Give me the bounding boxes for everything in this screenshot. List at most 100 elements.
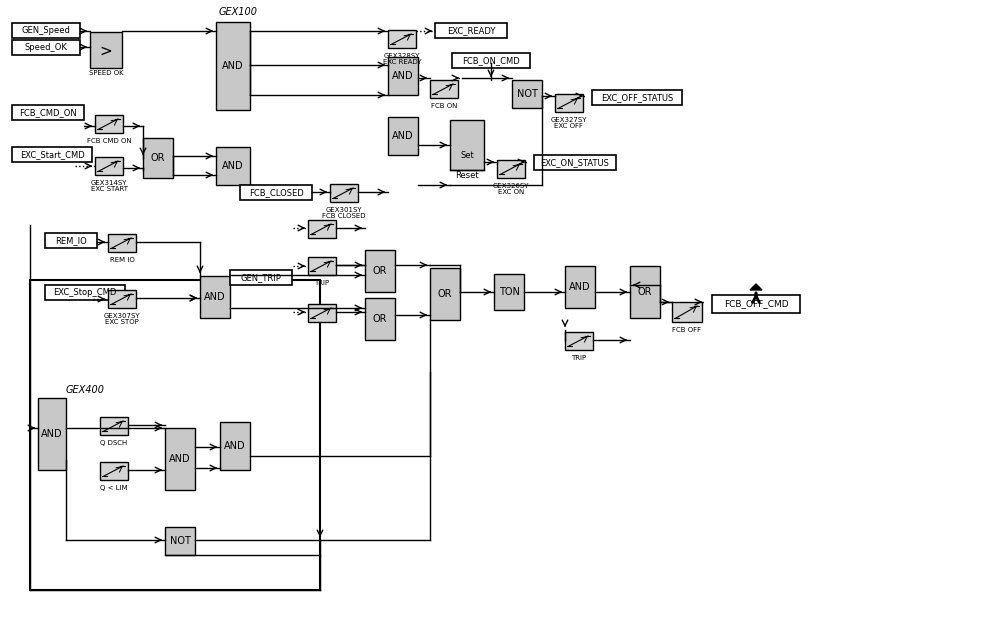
Bar: [45, 233, 97, 248]
Text: EXC READY: EXC READY: [383, 59, 421, 65]
Text: GEN_Speed: GEN_Speed: [22, 26, 70, 35]
Text: EXC ON: EXC ON: [498, 189, 524, 195]
Polygon shape: [750, 284, 762, 290]
Text: FCB CMD ON: FCB CMD ON: [87, 138, 131, 144]
Text: OR: OR: [373, 314, 387, 324]
Text: Q < LIM: Q < LIM: [100, 485, 128, 491]
Bar: [12, 105, 84, 120]
Bar: [108, 290, 136, 308]
Bar: [308, 304, 336, 322]
Bar: [200, 276, 230, 318]
Text: EXC STOP: EXC STOP: [105, 319, 139, 325]
Bar: [216, 147, 250, 185]
Bar: [565, 266, 595, 308]
Bar: [388, 57, 418, 95]
Bar: [494, 274, 524, 310]
Bar: [12, 147, 92, 162]
Bar: [497, 160, 525, 178]
Text: GEX307SY: GEX307SY: [104, 313, 140, 319]
Text: GEX327SY: GEX327SY: [551, 117, 587, 123]
Bar: [216, 22, 250, 110]
Bar: [555, 94, 583, 112]
Text: EXC_READY: EXC_READY: [447, 26, 495, 35]
Text: FCB_ON_CMD: FCB_ON_CMD: [462, 56, 520, 65]
Text: FCB CLOSED: FCB CLOSED: [322, 213, 366, 219]
Bar: [230, 270, 292, 285]
Text: EXC START: EXC START: [91, 186, 128, 192]
Text: FCB_CMD_ON: FCB_CMD_ON: [19, 108, 77, 117]
Bar: [220, 422, 250, 470]
Text: FCB OFF: FCB OFF: [672, 327, 702, 333]
Bar: [630, 266, 660, 318]
Text: AND: AND: [224, 441, 246, 451]
Text: EXC OFF: EXC OFF: [554, 123, 584, 129]
Bar: [512, 80, 542, 108]
Text: AND: AND: [569, 282, 591, 292]
Text: GEX328SY: GEX328SY: [384, 53, 420, 59]
Text: >: >: [100, 43, 112, 59]
Bar: [30, 280, 320, 590]
Text: AND: AND: [169, 454, 191, 464]
Text: OR: OR: [438, 289, 452, 299]
Text: Q DSCH: Q DSCH: [100, 440, 128, 446]
Text: Speed_OK: Speed_OK: [25, 43, 67, 52]
Text: GEX326SY: GEX326SY: [493, 183, 529, 189]
Bar: [308, 257, 336, 275]
Text: REM IO: REM IO: [110, 257, 134, 263]
Bar: [12, 40, 80, 55]
Text: AND: AND: [392, 71, 414, 81]
Bar: [165, 428, 195, 490]
Bar: [672, 302, 702, 322]
Text: Reset: Reset: [455, 170, 479, 180]
Text: EXC_ON_STATUS: EXC_ON_STATUS: [541, 158, 609, 167]
Bar: [165, 527, 195, 555]
Text: OR: OR: [638, 287, 652, 297]
Bar: [450, 120, 484, 170]
Text: GEX100: GEX100: [219, 7, 258, 17]
Bar: [388, 117, 418, 155]
Text: TRIP: TRIP: [571, 355, 587, 361]
Bar: [712, 295, 800, 313]
Text: NOT: NOT: [170, 536, 190, 546]
Bar: [452, 53, 530, 68]
Bar: [100, 462, 128, 480]
Text: FCB_CLOSED: FCB_CLOSED: [249, 188, 303, 197]
Text: EXC_Stop_CMD: EXC_Stop_CMD: [53, 288, 117, 297]
Text: OR: OR: [373, 266, 387, 276]
Bar: [95, 115, 123, 133]
Bar: [388, 30, 416, 48]
Bar: [100, 417, 128, 435]
Bar: [45, 285, 125, 300]
Text: AND: AND: [222, 161, 244, 171]
Bar: [108, 234, 136, 252]
Bar: [592, 90, 682, 105]
Text: GEX301SY: GEX301SY: [326, 207, 362, 213]
Bar: [365, 250, 395, 292]
Text: AND: AND: [392, 131, 414, 141]
Bar: [565, 332, 593, 350]
Bar: [534, 155, 616, 170]
Bar: [38, 398, 66, 470]
Text: Set: Set: [460, 150, 474, 160]
Bar: [430, 268, 460, 320]
Bar: [143, 138, 173, 178]
Text: GEN_TRIP: GEN_TRIP: [241, 273, 281, 282]
Bar: [430, 80, 458, 98]
Bar: [365, 298, 395, 340]
Text: AND: AND: [204, 292, 226, 302]
Text: FCB_OFF_CMD: FCB_OFF_CMD: [724, 300, 788, 308]
Text: EXC_Start_CMD: EXC_Start_CMD: [20, 150, 84, 159]
Text: NOT: NOT: [517, 89, 537, 99]
Text: FCB ON: FCB ON: [431, 103, 457, 109]
Text: GEX400: GEX400: [66, 385, 105, 395]
Text: AND: AND: [41, 429, 63, 439]
Text: TRIP: TRIP: [314, 280, 330, 286]
Bar: [435, 23, 507, 38]
Text: SPEED OK: SPEED OK: [89, 70, 123, 76]
Text: GEX314SY: GEX314SY: [91, 180, 127, 186]
Text: TON: TON: [499, 287, 519, 297]
Bar: [90, 32, 122, 68]
Text: OR: OR: [151, 153, 165, 163]
Bar: [330, 184, 358, 202]
Bar: [95, 157, 123, 175]
